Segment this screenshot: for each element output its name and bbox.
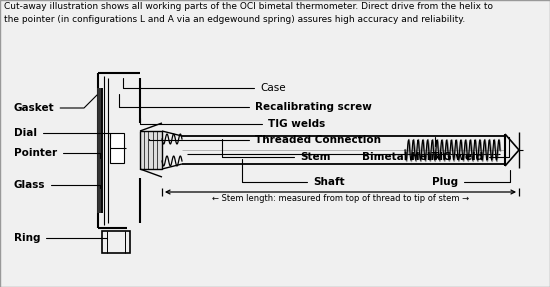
Text: Stem: Stem [222, 139, 331, 162]
Text: Dial: Dial [14, 128, 110, 138]
Text: Threaded Connection: Threaded Connection [149, 135, 381, 145]
Bar [140, 131, 162, 169]
Bar [110, 133, 124, 163]
Text: Case: Case [123, 78, 285, 93]
Text: ← Stem length: measured from top of thread to tip of stem →: ← Stem length: measured from top of thre… [212, 194, 469, 203]
Text: Gasket: Gasket [14, 95, 97, 113]
Text: Pointer: Pointer [14, 148, 100, 158]
Text: Ring: Ring [14, 233, 107, 243]
Text: Plug: Plug [432, 170, 510, 187]
Text: Recalibrating screw: Recalibrating screw [119, 94, 372, 112]
Text: TIG weld: TIG weld [432, 137, 509, 162]
Text: Bimetal Helix: Bimetal Helix [362, 137, 441, 162]
Bar [102, 231, 130, 253]
Text: Shaft: Shaft [242, 159, 345, 187]
Text: Cut-away illustration shows all working parts of the OCI bimetal thermometer. Di: Cut-away illustration shows all working … [4, 2, 493, 24]
Text: Glass: Glass [14, 180, 100, 190]
Text: TIG welds: TIG welds [140, 118, 325, 129]
